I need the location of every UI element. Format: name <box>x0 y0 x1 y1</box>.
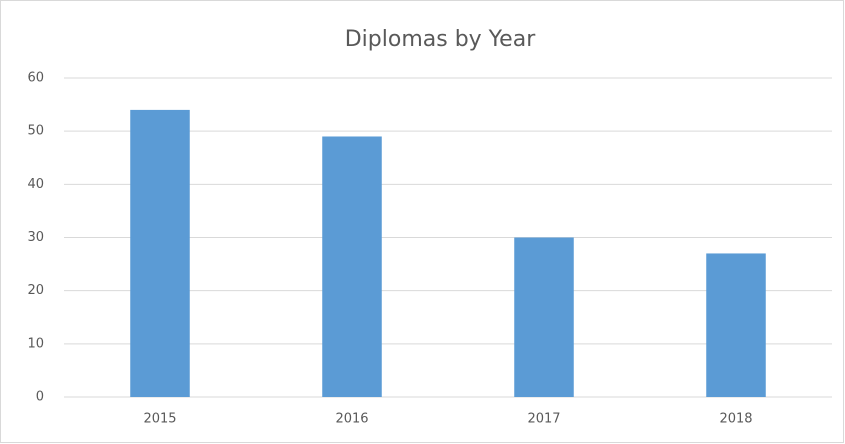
y-tick-label: 50 <box>27 124 44 139</box>
x-tick-label: 2016 <box>335 412 368 427</box>
x-tick-label: 2015 <box>143 412 176 427</box>
y-tick-label: 20 <box>27 283 44 298</box>
bar <box>322 136 382 397</box>
chart-title: Diplomas by Year <box>345 27 536 52</box>
x-tick-label: 2017 <box>527 412 560 427</box>
y-tick-label: 0 <box>36 390 44 405</box>
bar <box>130 109 190 398</box>
bar <box>706 253 766 397</box>
y-tick-label: 40 <box>27 177 44 192</box>
y-tick-label: 30 <box>27 230 44 245</box>
bar <box>514 237 574 397</box>
x-tick-label: 2018 <box>719 412 752 427</box>
y-tick-label: 10 <box>27 336 44 351</box>
y-tick-label: 60 <box>27 71 44 86</box>
